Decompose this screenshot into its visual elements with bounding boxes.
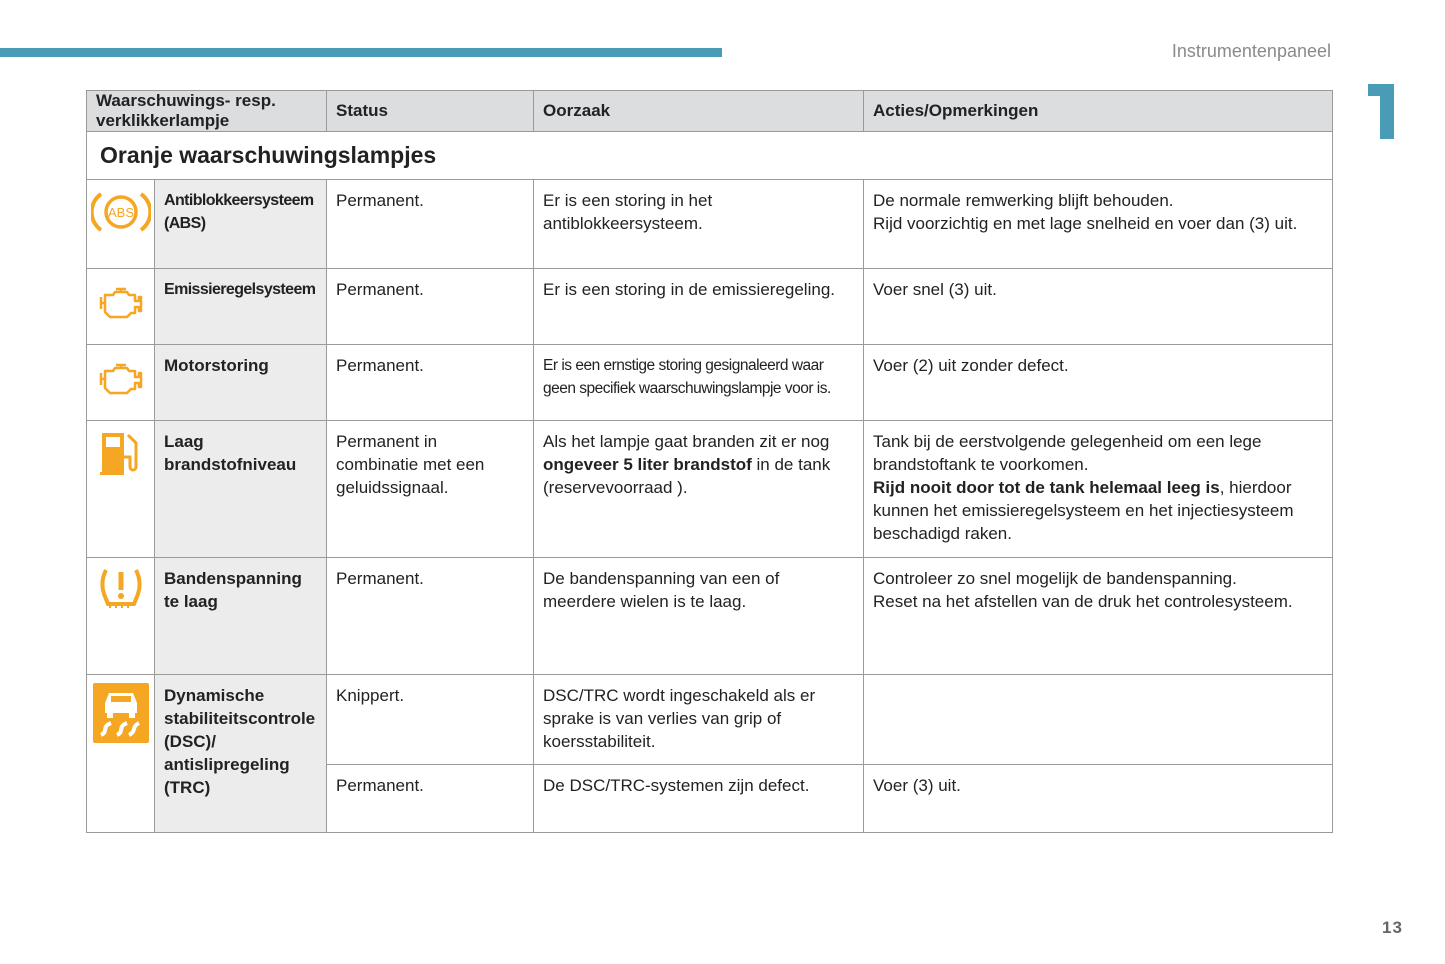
status: Permanent. xyxy=(326,764,535,833)
section-heading: Oranje waarschuwingslampjes xyxy=(85,131,1334,180)
table-row: Dynamische stabiliteitscontrole (DSC)/ a… xyxy=(86,674,1334,833)
column-header-lamp: Waarschuwings- resp. verklikkerlampje xyxy=(85,90,328,132)
status: Permanent. xyxy=(326,557,535,675)
lamp-label: Antiblokkeersysteem (ABS) xyxy=(153,179,328,269)
status: Permanent. xyxy=(326,179,535,269)
cause: Er is een ernstige storing gesignaleerd … xyxy=(533,344,865,421)
engine-icon xyxy=(86,344,155,421)
table-header: Waarschuwings- resp. verklikkerlampje St… xyxy=(85,90,1334,132)
svg-text:ABS: ABS xyxy=(108,205,134,220)
lamp-label: Dynamische stabiliteitscontrole (DSC)/ a… xyxy=(153,674,328,833)
table-row: Bandenspanning te laag Permanent. De ban… xyxy=(86,557,1334,675)
chapter-number xyxy=(1368,84,1394,139)
abs-icon: ABS xyxy=(86,179,155,269)
action xyxy=(863,674,1334,765)
accent-bar xyxy=(0,48,722,57)
table-row: ABS Antiblokkeersysteem (ABS) Permanent.… xyxy=(86,179,1334,269)
fuel-pump-icon xyxy=(86,420,155,558)
tire-pressure-icon xyxy=(86,557,155,675)
action: Voer snel (3) uit. xyxy=(863,268,1334,345)
action: De normale remwerking blijft behouden. Ri… xyxy=(863,179,1334,269)
status: Permanent. xyxy=(326,268,535,345)
warning-lights-table: Waarschuwings- resp. verklikkerlampje St… xyxy=(85,90,1334,833)
status: Permanent in combinatie met een geluidss… xyxy=(326,420,535,558)
column-header-cause: Oorzaak xyxy=(533,90,865,132)
engine-icon xyxy=(86,268,155,345)
action: Controleer zo snel mogelijk de bandenspa… xyxy=(863,557,1334,675)
cause: Als het lampje gaat branden zit er nog o… xyxy=(533,420,865,558)
lamp-label: Emissieregelsysteem xyxy=(153,268,328,345)
column-header-actions: Acties/Opmerkingen xyxy=(863,90,1334,132)
cause: Er is een storing in het antiblokkeersys… xyxy=(533,179,865,269)
page-number: 13 xyxy=(1382,918,1403,937)
cause: De DSC/TRC-systemen zijn defect. xyxy=(533,764,865,833)
status: Permanent. xyxy=(326,344,535,421)
cause: DSC/TRC wordt ingeschakeld als er sprake… xyxy=(533,674,865,765)
cause: De bandenspanning van een of meerdere wi… xyxy=(533,557,865,675)
lamp-label: Laag brandstofniveau xyxy=(153,420,328,558)
action: Voer (3) uit. xyxy=(863,764,1334,833)
cause: Er is een storing in de emissieregeling. xyxy=(533,268,865,345)
table-row: Laag brandstofniveau Permanent in combin… xyxy=(86,420,1334,558)
lamp-label: Bandenspanning te laag xyxy=(153,557,328,675)
lamp-label: Motorstoring xyxy=(153,344,328,421)
action: Tank bij de eerstvolgende gelegenheid om… xyxy=(863,420,1334,558)
table-row: Motorstoring Permanent. Er is een ernsti… xyxy=(86,344,1334,421)
table-row: Emissieregelsysteem Permanent. Er is een… xyxy=(86,268,1334,345)
action: Voer (2) uit zonder defect. xyxy=(863,344,1334,421)
section-title: Instrumentenpaneel xyxy=(1171,41,1331,61)
column-header-status: Status xyxy=(326,90,535,132)
table-row: Permanent. De DSC/TRC-systemen zijn defe… xyxy=(87,764,1334,833)
skid-control-icon xyxy=(86,674,155,833)
status: Knippert. xyxy=(326,674,535,765)
